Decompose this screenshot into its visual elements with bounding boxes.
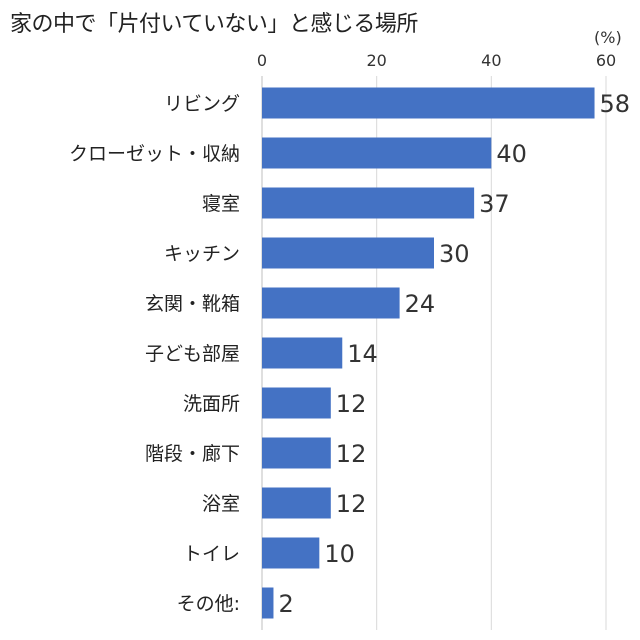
x-tick-label: 0 xyxy=(257,51,267,70)
value-label: 24 xyxy=(405,290,436,318)
bar xyxy=(262,337,343,369)
category-labels: リビングクローゼット・収納寝室キッチン玄関・靴箱子ども部屋洗面所階段・廊下浴室ト… xyxy=(69,93,240,615)
category-label: クローゼット・収納 xyxy=(69,143,240,165)
value-label: 30 xyxy=(439,240,470,268)
bar xyxy=(262,187,475,219)
category-label: 子ども部屋 xyxy=(145,343,240,365)
x-tick-label: 40 xyxy=(481,51,501,70)
category-label: キッチン xyxy=(164,243,240,265)
value-label: 37 xyxy=(479,190,510,218)
category-label: 洗面所 xyxy=(183,393,240,415)
category-label: 階段・廊下 xyxy=(145,443,240,465)
x-tick-label: 60 xyxy=(596,51,616,70)
category-label: 寝室 xyxy=(202,193,240,215)
value-label: 10 xyxy=(324,540,355,568)
bar xyxy=(262,287,400,319)
category-label: その他: xyxy=(177,593,240,615)
category-label: トイレ xyxy=(183,543,240,565)
unit-label: (%) xyxy=(594,28,622,47)
x-axis-ticks: 0 20 40 60 xyxy=(257,51,616,70)
value-label: 14 xyxy=(347,340,378,368)
bar xyxy=(262,137,492,169)
value-label: 12 xyxy=(336,390,367,418)
bar xyxy=(262,537,320,569)
value-label: 58 xyxy=(600,90,631,118)
value-label: 2 xyxy=(278,590,293,618)
category-label: リビング xyxy=(164,93,240,115)
bar xyxy=(262,87,595,119)
bar xyxy=(262,237,434,269)
bar xyxy=(262,437,331,469)
value-label: 12 xyxy=(336,440,367,468)
x-tick-label: 20 xyxy=(366,51,386,70)
category-label: 玄関・靴箱 xyxy=(145,293,240,315)
value-label: 12 xyxy=(336,490,367,518)
bar xyxy=(262,387,331,419)
bar xyxy=(262,487,331,519)
bar xyxy=(262,587,274,619)
bars xyxy=(262,87,595,619)
category-label: 浴室 xyxy=(202,493,240,515)
chart-title: 家の中で「片付いていない」と感じる場所 xyxy=(10,12,418,37)
value-label: 40 xyxy=(496,140,527,168)
